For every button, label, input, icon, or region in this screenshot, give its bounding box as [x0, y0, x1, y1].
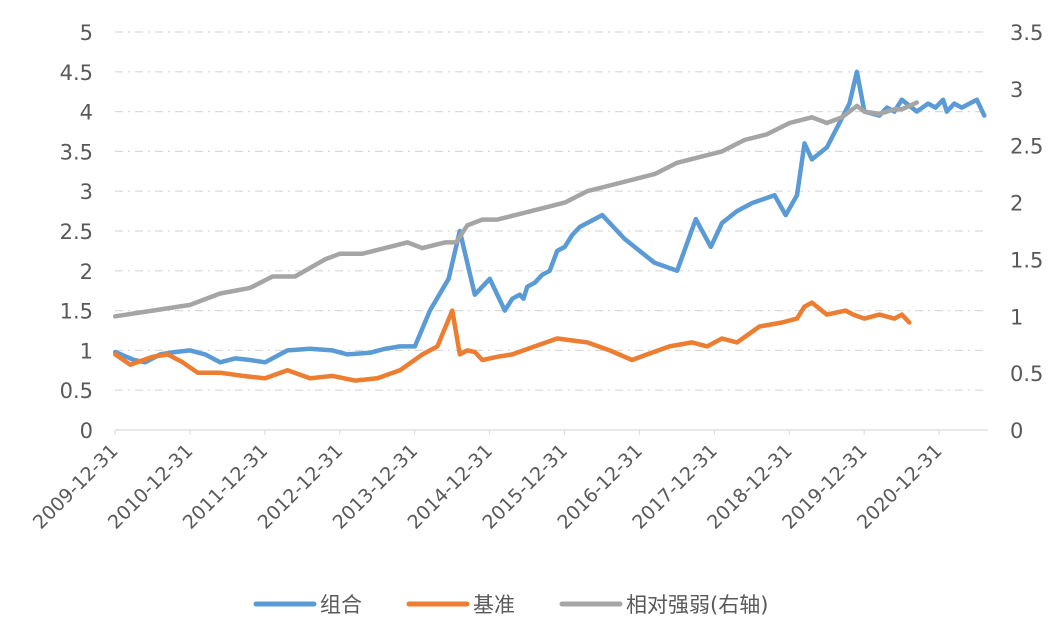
legend-label: 相对强弱(右轴) — [626, 593, 768, 617]
right-y-tick-label: 0 — [1010, 419, 1023, 443]
right-y-tick-label: 2 — [1010, 192, 1023, 216]
left-y-axis: 5 4.5 4 3.5 3 2.5 2 1.5 1 0.5 0 — [60, 21, 93, 443]
right-y-tick-label: 2.5 — [1010, 135, 1043, 159]
right-y-tick-label: 1.5 — [1010, 248, 1043, 272]
left-y-tick-label: 1 — [80, 339, 93, 363]
left-y-tick-label: 2 — [80, 260, 93, 284]
legend-label: 组合 — [320, 593, 362, 617]
right-y-tick-label: 0.5 — [1010, 362, 1043, 386]
left-y-tick-label: 4 — [80, 101, 93, 125]
left-y-tick-label: 3.5 — [60, 140, 93, 164]
left-y-tick-label: 1.5 — [60, 300, 93, 324]
left-y-tick-label: 0.5 — [60, 379, 93, 403]
series-line-2 — [112, 300, 912, 383]
right-y-tick-label: 3 — [1010, 78, 1023, 102]
x-axis: 2009-12-312010-12-312011-12-312012-12-31… — [29, 429, 988, 534]
series-lines — [112, 69, 987, 383]
right-y-axis: 3.5 3 2.5 2 1.5 1 0.5 0 — [1010, 21, 1043, 443]
left-y-tick-label: 2.5 — [60, 220, 93, 244]
gridlines — [115, 31, 988, 391]
left-y-tick-label: 0 — [80, 419, 93, 443]
right-y-tick-label: 3.5 — [1010, 21, 1043, 45]
legend-label: 基准 — [473, 593, 515, 617]
left-y-tick-label: 4.5 — [60, 61, 93, 85]
left-y-tick-label: 3 — [80, 180, 93, 204]
series-line-3 — [112, 100, 920, 319]
legend: 组合 基准 相对强弱(右轴) — [253, 593, 768, 617]
left-y-tick-label: 5 — [80, 21, 93, 45]
series-line-1 — [112, 69, 987, 365]
right-y-tick-label: 1 — [1010, 305, 1023, 329]
